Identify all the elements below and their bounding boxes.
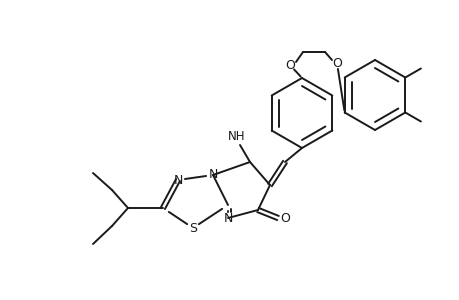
Text: NH: NH (228, 130, 245, 142)
Text: N: N (223, 212, 232, 224)
Text: O: O (285, 58, 294, 71)
Text: N: N (173, 173, 182, 187)
Text: N: N (208, 169, 217, 182)
Text: O: O (280, 212, 289, 224)
Text: S: S (189, 221, 196, 235)
Text: O: O (331, 56, 341, 70)
